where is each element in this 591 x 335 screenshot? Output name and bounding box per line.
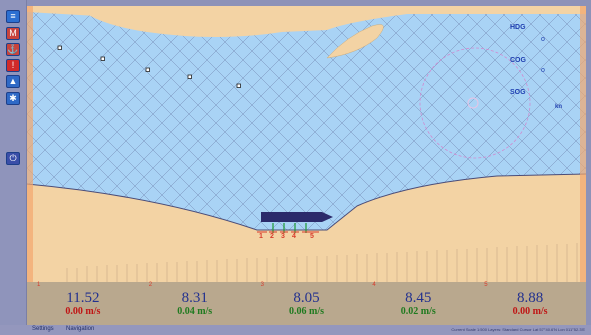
tension-value: 8.05 xyxy=(293,290,320,306)
status-info: Current Scale 1:500 Layers: Standard Cur… xyxy=(451,327,585,332)
ship-icon[interactable]: ▲ xyxy=(6,75,20,88)
settings-menu[interactable]: Settings xyxy=(32,326,54,332)
navigation-menu[interactable]: Navigation xyxy=(66,326,95,332)
hdg-label: HDG xyxy=(510,24,526,31)
cog-label: COG xyxy=(510,57,526,64)
mooring-index: 5 xyxy=(484,282,488,288)
power-icon[interactable]: ⏻ xyxy=(6,152,20,165)
tension-value: 11.52 xyxy=(66,290,100,306)
land-hatching xyxy=(66,243,578,282)
speed-value: 0.00 m/s xyxy=(512,306,548,317)
mooring-label-3: 3 xyxy=(281,233,285,240)
compass-ring xyxy=(419,47,531,159)
speed-value: 0.04 m/s xyxy=(177,306,213,317)
mooring-index: 4 xyxy=(372,282,376,288)
mooring-label-5: 5 xyxy=(310,233,314,240)
mooring-cell-1[interactable]: 1 11.52 0.00 m/s xyxy=(27,282,139,325)
mooring-index: 1 xyxy=(37,282,41,288)
track-waypoints xyxy=(57,45,241,88)
island xyxy=(326,24,384,59)
harbor-map-view[interactable]: 1 2 3 4 5 HDG o COG o SOG kn xyxy=(27,6,586,282)
land-top xyxy=(27,6,586,37)
status-bar: Settings Navigation Current Scale 1:500 … xyxy=(0,325,591,335)
sog-label: SOG xyxy=(510,89,526,96)
vessel[interactable] xyxy=(261,212,333,222)
layers-icon[interactable]: ≡ xyxy=(6,10,20,23)
mooring-label-2: 2 xyxy=(270,233,274,240)
sog-unit: kn xyxy=(555,104,563,110)
map-red-icon[interactable]: M xyxy=(6,27,20,40)
mooring-tension-panel: 1 11.52 0.00 m/s 2 8.31 0.04 m/s 3 8.05 … xyxy=(27,282,586,325)
tension-value: 8.45 xyxy=(405,290,432,306)
speed-value: 0.06 m/s xyxy=(288,306,324,317)
tension-value: 8.88 xyxy=(516,290,544,306)
mooring-cell-4[interactable]: 4 8.45 0.02 m/s xyxy=(362,282,474,325)
mooring-cell-5[interactable]: 5 8.88 0.00 m/s xyxy=(474,282,586,325)
mooring-cell-3[interactable]: 3 8.05 0.06 m/s xyxy=(251,282,363,325)
alarm-red-icon[interactable]: ! xyxy=(6,59,20,72)
mooring-index: 2 xyxy=(148,282,153,288)
speed-value: 0.00 m/s xyxy=(65,306,101,317)
compass-center xyxy=(467,97,479,109)
left-toolbar: ≡ M ⚓ ! ▲ ✱ ⏻ xyxy=(0,0,27,325)
map-canvas xyxy=(27,6,586,282)
shoreline xyxy=(27,173,586,231)
mooring-label-1: 1 xyxy=(259,233,263,240)
cog-value: o xyxy=(541,67,545,74)
mooring-lines xyxy=(272,223,307,233)
speed-value: 0.02 m/s xyxy=(400,306,436,317)
mooring-index: 3 xyxy=(260,282,264,288)
anchor-red-icon[interactable]: ⚓ xyxy=(6,43,20,56)
tension-value: 8.31 xyxy=(181,290,208,306)
mooring-cell-2[interactable]: 2 8.31 0.04 m/s xyxy=(139,282,251,325)
settings-blue-icon[interactable]: ✱ xyxy=(6,92,20,105)
mooring-label-4: 4 xyxy=(292,233,296,240)
hdg-value: o xyxy=(541,36,545,43)
